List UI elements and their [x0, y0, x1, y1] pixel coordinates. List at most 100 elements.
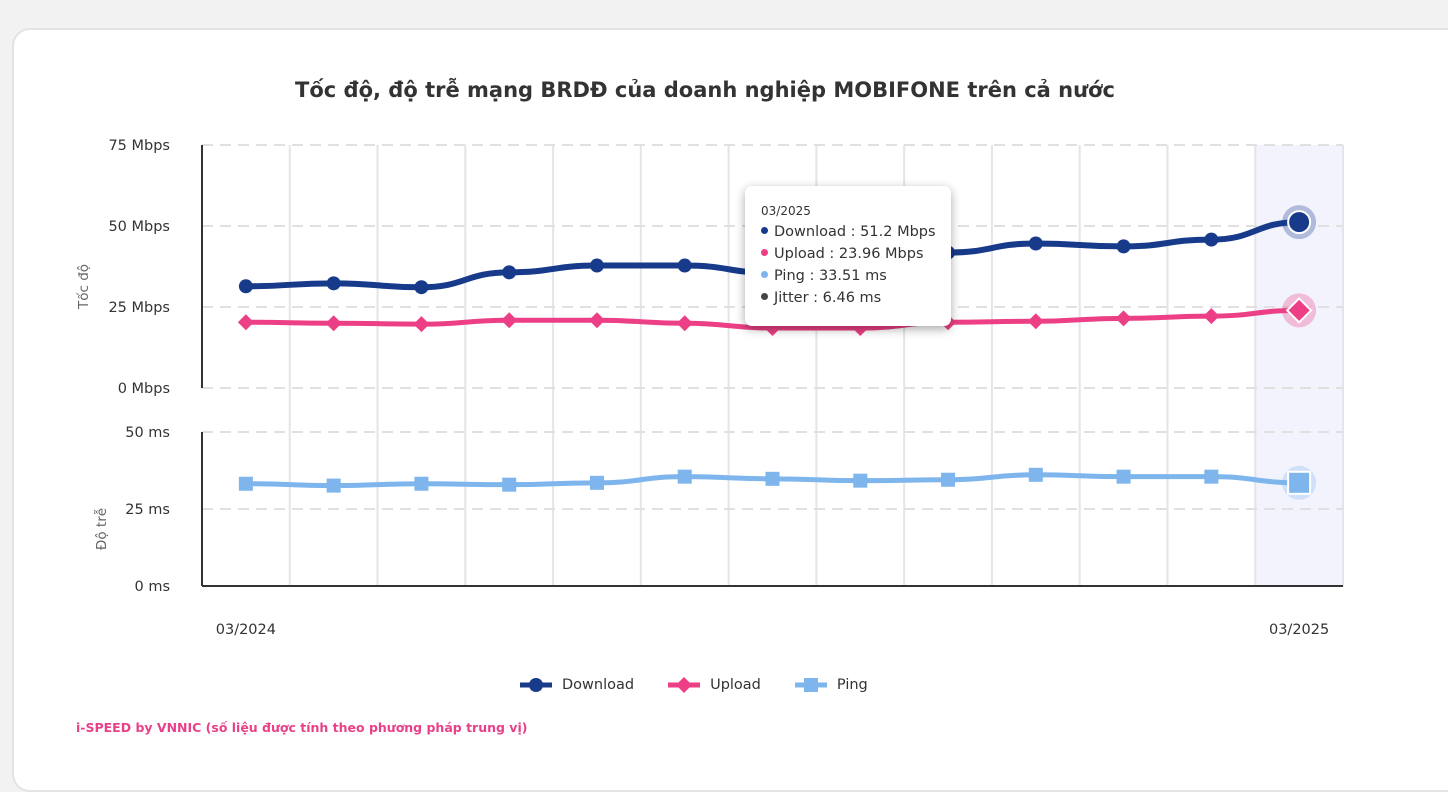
data-point-download [238, 279, 253, 294]
data-point-upload [325, 315, 342, 332]
diamond-marker [676, 315, 693, 332]
x-tick-label: 03/2025 [1269, 622, 1329, 638]
data-point-ping [1028, 467, 1043, 482]
circle-marker [1287, 210, 1312, 235]
square-marker-icon [794, 678, 827, 692]
diamond-marker [588, 312, 605, 329]
legend-item-ping[interactable]: Ping [794, 677, 868, 693]
legend-label: Upload [710, 677, 761, 693]
data-point-ping [853, 473, 868, 488]
tooltip-text: Jitter : 6.46 ms [774, 290, 882, 306]
diamond-marker [325, 315, 342, 332]
data-point-download [414, 280, 429, 295]
data-point-download [589, 258, 604, 273]
data-point-ping [502, 477, 517, 492]
data-point-upload [501, 312, 518, 329]
square-marker [677, 469, 692, 484]
tooltip-row-ping: Ping : 33.51 ms [761, 268, 887, 284]
square-marker [414, 476, 429, 491]
data-point-ping [677, 469, 692, 484]
data-point-ping [589, 475, 604, 490]
y-tick-label: 25 Mbps [108, 300, 170, 316]
data-point-download [677, 258, 692, 273]
y-tick-label: 0 ms [134, 579, 170, 595]
y-tick-label: 0 Mbps [118, 381, 170, 397]
chart-title: Tốc độ, độ trễ mạng BRDĐ của doanh nghiệ… [295, 78, 1115, 102]
square-marker [765, 471, 780, 486]
data-point-ping [238, 476, 253, 491]
y-tick-label: 50 Mbps [108, 219, 170, 235]
y-tick-label: 50 ms [125, 425, 170, 441]
square-marker [853, 473, 868, 488]
tooltip-text: Ping : 33.51 ms [774, 268, 887, 284]
tooltip-text: Download : 51.2 Mbps [774, 224, 936, 240]
legend-label: Download [562, 677, 635, 693]
diamond-marker [413, 316, 430, 333]
square-marker [1204, 469, 1219, 484]
y-tick-label: 75 Mbps [108, 138, 170, 154]
circle-marker [414, 280, 429, 295]
square-marker [326, 478, 341, 493]
square-marker [1287, 470, 1312, 495]
source-note: i-SPEED by VNNIC (số liệu được tính theo… [76, 720, 528, 735]
data-point-ping [765, 471, 780, 486]
x-tick-label: 03/2024 [216, 622, 276, 638]
y-axis-title: Tốc độ [75, 264, 92, 310]
circle-marker [589, 258, 604, 273]
circle-marker [502, 265, 517, 280]
circle-marker [1028, 236, 1043, 251]
circle-marker [677, 258, 692, 273]
diamond-marker [1203, 308, 1220, 325]
data-point-ping [1204, 469, 1219, 484]
legend: Download Upload Ping [520, 677, 902, 693]
diamond-marker [1027, 313, 1044, 330]
legend-item-upload[interactable]: Upload [668, 677, 761, 693]
tooltip-text: Upload : 23.96 Mbps [774, 246, 924, 262]
legend-label: Ping [836, 677, 868, 693]
y-axis-title: Độ trễ [93, 508, 110, 550]
data-point-download [1204, 232, 1219, 247]
download-dot-icon [761, 227, 768, 234]
square-marker [238, 476, 253, 491]
data-point-download [1282, 205, 1317, 240]
square-marker [502, 477, 517, 492]
circle-marker [1204, 232, 1219, 247]
diamond-marker-icon [668, 677, 701, 693]
data-point-upload [588, 312, 605, 329]
diamond-marker [501, 312, 518, 329]
legend-item-download[interactable]: Download [520, 677, 634, 693]
data-point-upload [676, 315, 693, 332]
upload-dot-icon [761, 249, 768, 256]
tooltip-date: 03/2025 [761, 204, 811, 218]
square-marker [1028, 467, 1043, 482]
square-marker [1116, 469, 1131, 484]
square-marker [589, 475, 604, 490]
data-point-download [1028, 236, 1043, 251]
data-point-ping [941, 472, 956, 487]
data-point-download [1116, 239, 1131, 254]
data-point-upload [237, 314, 254, 331]
square-marker [941, 472, 956, 487]
data-point-upload [1282, 293, 1317, 328]
data-point-ping [326, 478, 341, 493]
diamond-marker [1285, 296, 1313, 324]
data-point-ping [414, 476, 429, 491]
diamond-marker [237, 314, 254, 331]
circle-marker [1116, 239, 1131, 254]
y-tick-label: 25 ms [125, 502, 170, 518]
tooltip-row-jitter: Jitter : 6.46 ms [761, 290, 881, 306]
data-point-ping [1282, 465, 1317, 500]
data-point-upload [1115, 310, 1132, 327]
tooltip-row-upload: Upload : 23.96 Mbps [761, 246, 924, 262]
chart-card [12, 28, 1448, 792]
data-point-download [502, 265, 517, 280]
circle-marker [326, 276, 341, 291]
data-point-upload [1203, 308, 1220, 325]
data-point-ping [1116, 469, 1131, 484]
chart-svg: 0 Mbps 25 Mbps 50 Mbps 75 Mbps Tốc độ 0 ms 25 … [75, 138, 1344, 638]
tooltip-row-download: Download : 51.2 Mbps [761, 224, 936, 240]
ping-dot-icon [761, 271, 768, 278]
data-point-download [326, 276, 341, 291]
data-point-upload [413, 316, 430, 333]
circle-marker-icon [520, 678, 552, 692]
